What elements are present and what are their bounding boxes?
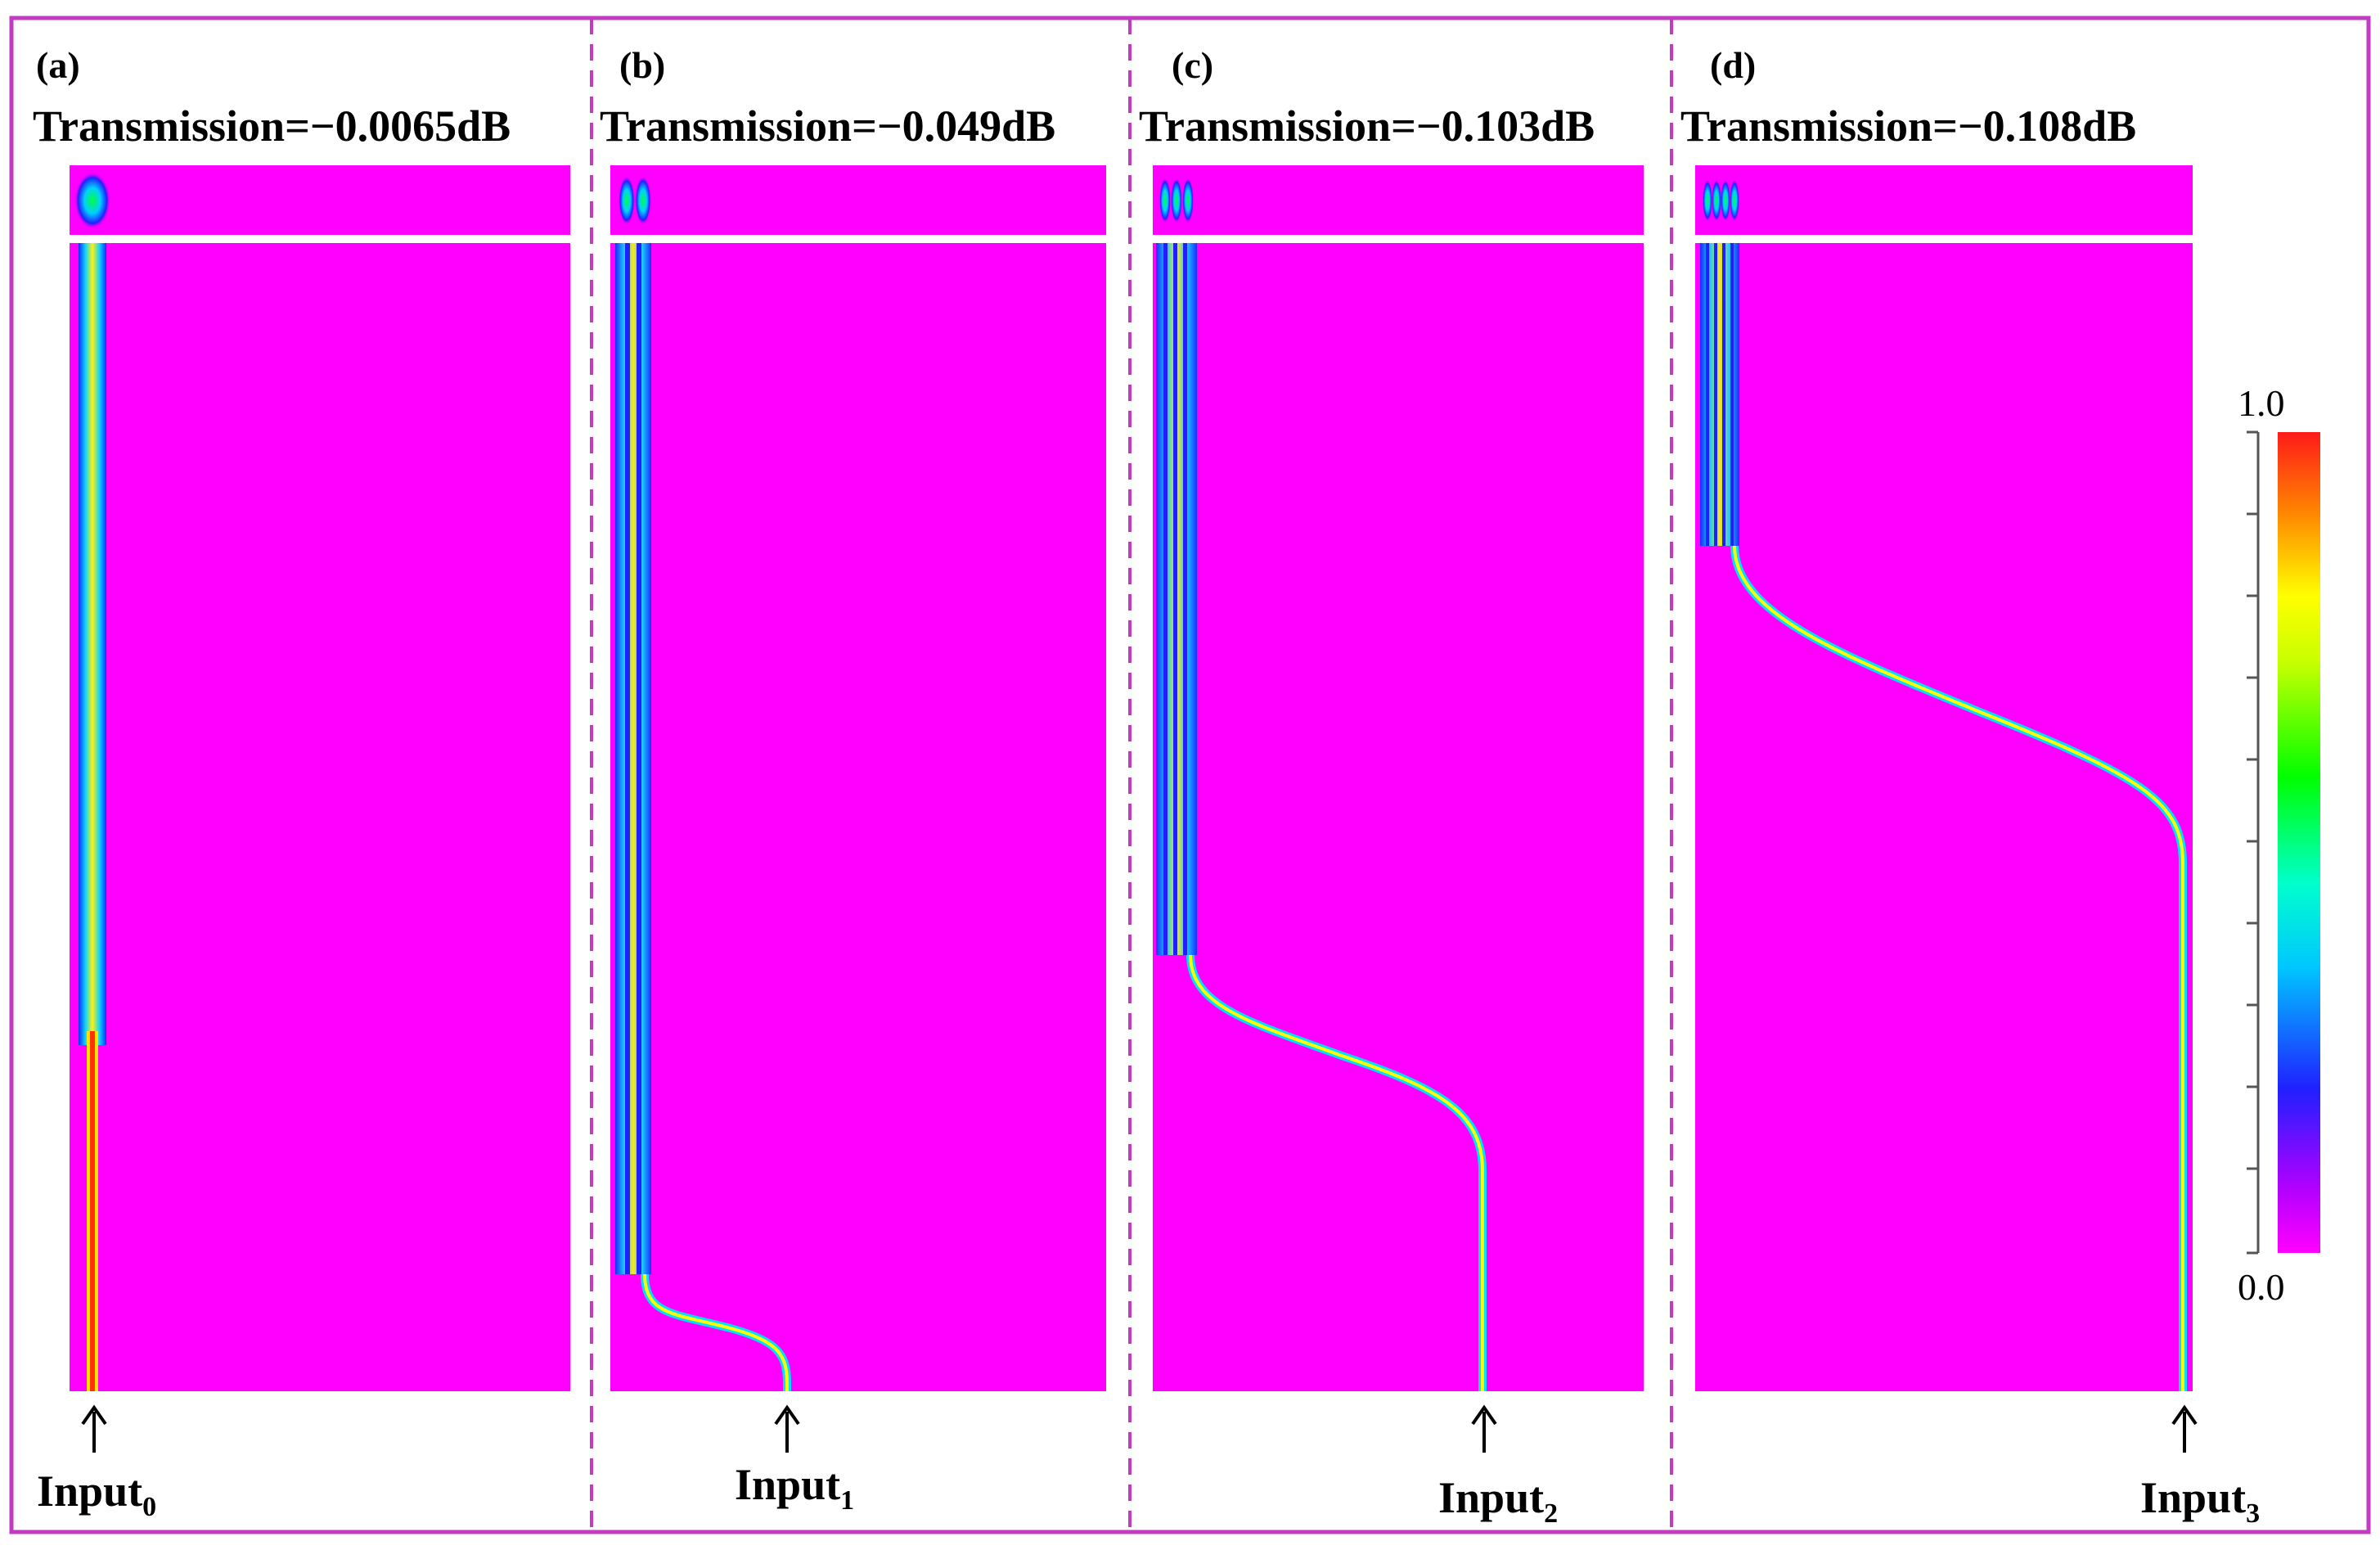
colorbar-max-label: 1.0 bbox=[2238, 382, 2285, 424]
colorbar-gradient bbox=[2278, 432, 2320, 1253]
mode-spot bbox=[1159, 178, 1171, 223]
input-arrow bbox=[774, 1404, 800, 1453]
field-propagation-map bbox=[1153, 243, 1644, 1391]
input-arrow bbox=[81, 1404, 107, 1453]
mode-spot bbox=[1712, 179, 1721, 222]
mode-spot bbox=[619, 176, 635, 225]
panel-b: (b) Transmission=−0.049dB Input1 bbox=[600, 44, 1106, 1516]
input-label: Input1 bbox=[735, 1460, 854, 1516]
panel-d: (d) Transmission=−0.108dB Input3 bbox=[1680, 44, 2260, 1529]
mode-spot bbox=[1721, 179, 1730, 222]
panel-letter: (b) bbox=[619, 44, 665, 86]
field-propagation-map bbox=[1695, 243, 2193, 1391]
output-mode-profile bbox=[1695, 165, 2193, 235]
figure-frame bbox=[9, 16, 2371, 1534]
panel-letter: (d) bbox=[1710, 44, 1756, 86]
colorbar: 1.0 0.0 bbox=[2238, 382, 2320, 1308]
field-propagation-map bbox=[70, 243, 570, 1391]
transmission-title: Transmission=−0.103dB bbox=[1139, 101, 1595, 151]
panel-letter: (a) bbox=[36, 44, 80, 86]
input-label: Input0 bbox=[37, 1467, 156, 1522]
mode-spot bbox=[1730, 179, 1739, 222]
field-propagation-map bbox=[610, 243, 1106, 1391]
colorbar-ticks bbox=[2247, 430, 2258, 1255]
transmission-title: Transmission=−0.0065dB bbox=[33, 101, 511, 151]
input-arrow bbox=[2171, 1404, 2198, 1453]
panel-c: (c) Transmission=−0.103dB Input2 bbox=[1139, 44, 1644, 1529]
mode-spot bbox=[1171, 178, 1182, 223]
output-mode-profile bbox=[610, 165, 1106, 235]
mode-spot bbox=[1703, 179, 1712, 222]
panel-a: (a) Transmission=−0.0065dB Input0 bbox=[33, 44, 570, 1522]
transmission-title: Transmission=−0.049dB bbox=[600, 101, 1055, 151]
transmission-title: Transmission=−0.108dB bbox=[1680, 101, 2136, 151]
mode-spot bbox=[74, 172, 110, 229]
mode-spot bbox=[1182, 178, 1194, 223]
colorbar-min-label: 0.0 bbox=[2238, 1266, 2285, 1308]
mode-spot bbox=[635, 176, 651, 225]
input-label: Input2 bbox=[1438, 1473, 1558, 1529]
input-arrow bbox=[1471, 1404, 1497, 1453]
panel-letter: (c) bbox=[1172, 44, 1213, 86]
light-beam bbox=[79, 243, 106, 1045]
output-mode-profile bbox=[70, 165, 570, 235]
output-mode-profile bbox=[1153, 165, 1644, 235]
input-label: Input3 bbox=[2140, 1473, 2260, 1529]
